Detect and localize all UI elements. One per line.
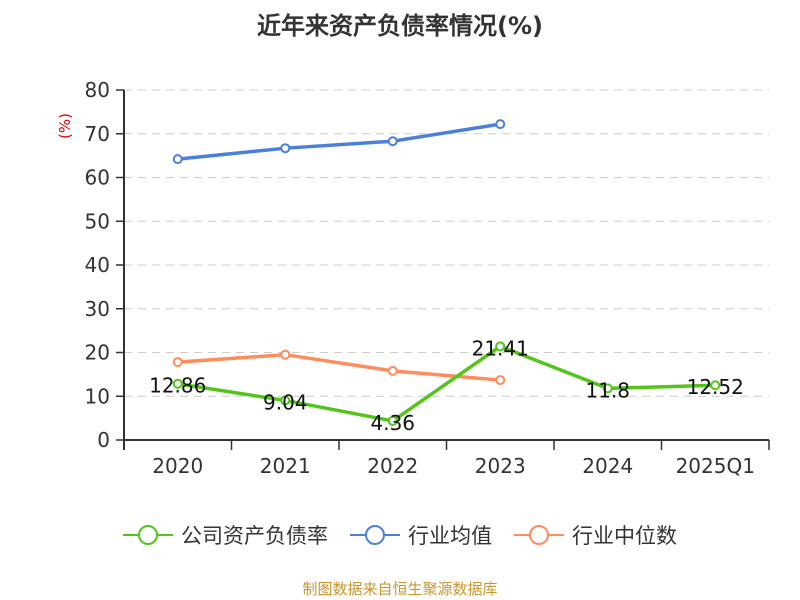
- legend-item-industry-avg[interactable]: 行业均值: [350, 520, 492, 550]
- data-point-marker: [280, 349, 291, 360]
- data-point-marker: [387, 136, 398, 147]
- y-tick-label: 40: [85, 253, 110, 277]
- data-point-marker: [387, 365, 398, 376]
- chart-title: 近年来资产负债率情况(%): [257, 12, 543, 40]
- legend-label: 行业中位数: [572, 524, 677, 548]
- data-point-marker: [387, 415, 398, 426]
- data-point-marker: [172, 357, 183, 368]
- data-point-marker: [495, 341, 506, 352]
- y-tick-label: 60: [85, 166, 110, 190]
- data-label: 11.8: [585, 378, 630, 402]
- legend-item-company[interactable]: 公司资产负债率: [123, 520, 328, 550]
- x-tick-label: 2020: [152, 454, 203, 478]
- x-tick-label: 2021: [260, 454, 311, 478]
- legend-line-circle-icon: [350, 525, 400, 545]
- legend-line-circle-icon: [514, 525, 564, 545]
- data-point-marker: [172, 378, 183, 389]
- y-axis-unit-label: (%): [56, 113, 74, 139]
- data-label: 4.36: [370, 411, 415, 435]
- legend-label: 公司资产负债率: [181, 524, 328, 548]
- x-tick-label: 2024: [582, 454, 633, 478]
- legend: 公司资产负债率 行业均值 行业中位数: [0, 520, 800, 550]
- series-line: [177, 352, 501, 382]
- data-point-marker: [172, 154, 183, 165]
- x-tick-label: 2022: [367, 454, 418, 478]
- series-line: [177, 122, 501, 161]
- data-label: 12.86: [149, 374, 206, 398]
- data-point-marker: [495, 119, 506, 130]
- legend-line-circle-icon: [123, 525, 173, 545]
- data-label: 12.52: [687, 375, 744, 399]
- data-point-marker: [602, 383, 613, 394]
- series-line: [177, 344, 716, 423]
- data-point-marker: [495, 375, 506, 386]
- y-tick-label: 80: [85, 78, 110, 102]
- y-tick-label: 0: [97, 428, 110, 452]
- source-footer: 制图数据来自恒生聚源数据库: [302, 580, 498, 598]
- y-tick-label: 70: [85, 122, 110, 146]
- x-tick-label: 2023: [475, 454, 526, 478]
- y-tick-label: 50: [85, 209, 110, 233]
- data-point-marker: [280, 395, 291, 406]
- data-label: 9.04: [263, 390, 308, 414]
- legend-item-industry-median[interactable]: 行业中位数: [514, 520, 677, 550]
- x-tick-label: 2025Q1: [676, 454, 755, 478]
- data-point-marker: [280, 143, 291, 154]
- data-point-marker: [710, 380, 721, 391]
- data-label: 21.41: [472, 336, 529, 360]
- legend-label: 行业均值: [408, 524, 492, 548]
- y-tick-label: 10: [85, 384, 110, 408]
- y-tick-label: 30: [85, 297, 110, 321]
- y-tick-label: 20: [85, 341, 110, 365]
